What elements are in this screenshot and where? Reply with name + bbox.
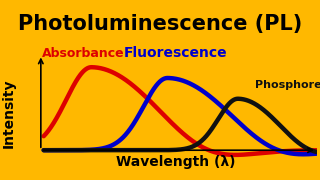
Text: Fluorescence: Fluorescence [124,46,228,60]
Text: Wavelength (λ): Wavelength (λ) [116,154,236,168]
Text: Phosphorescence: Phosphorescence [255,80,320,90]
Text: Intensity: Intensity [2,79,16,148]
Text: Absorbance: Absorbance [42,47,124,60]
Text: Photoluminescence (PL): Photoluminescence (PL) [18,14,302,34]
